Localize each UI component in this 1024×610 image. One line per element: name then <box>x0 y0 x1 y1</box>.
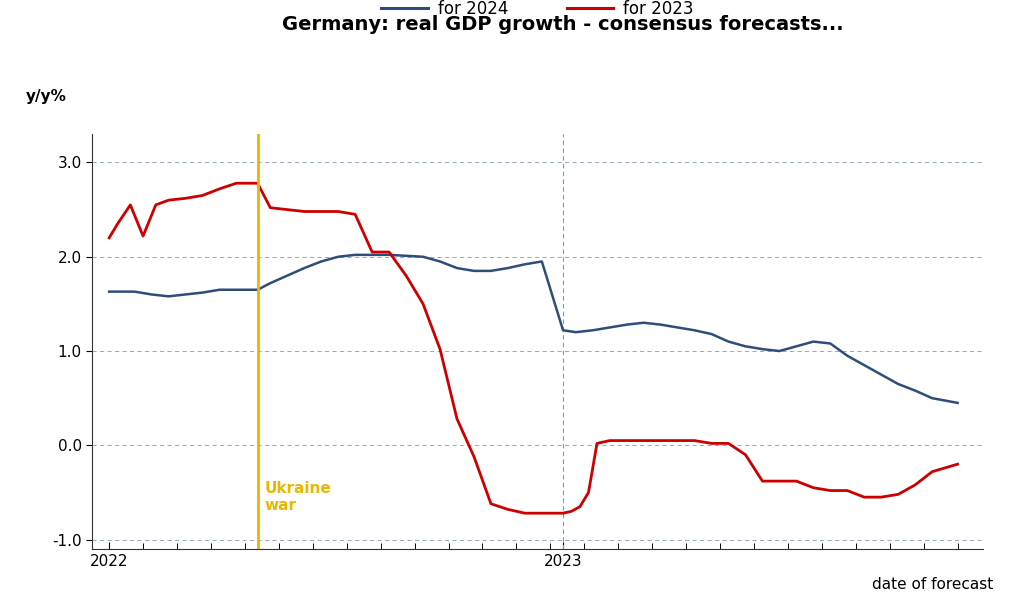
for 2023 <box>688 437 700 444</box>
for 2024 <box>951 399 964 406</box>
Legend: for 2024, for 2023: for 2024, for 2023 <box>375 0 700 24</box>
Text: y/y%: y/y% <box>26 88 67 104</box>
for 2023 <box>230 179 243 187</box>
for 2024 <box>282 272 294 279</box>
for 2023 <box>621 437 633 444</box>
for 2023 <box>252 179 264 187</box>
for 2024 <box>349 251 361 259</box>
for 2023 <box>434 345 446 353</box>
Line: for 2023: for 2023 <box>110 183 957 513</box>
for 2023 <box>951 461 964 468</box>
Text: date of forecast: date of forecast <box>872 576 993 592</box>
Text: Ukraine
war: Ukraine war <box>264 481 331 514</box>
Text: Germany: real GDP growth - consensus forecasts...: Germany: real GDP growth - consensus for… <box>283 15 844 34</box>
for 2024 <box>383 251 395 259</box>
for 2023 <box>519 509 531 517</box>
for 2024 <box>103 288 116 295</box>
for 2024 <box>722 338 734 345</box>
for 2023 <box>583 489 595 496</box>
for 2023 <box>603 437 615 444</box>
Line: for 2024: for 2024 <box>110 255 957 403</box>
for 2024 <box>366 251 378 259</box>
for 2024 <box>672 324 684 331</box>
for 2024 <box>926 395 938 402</box>
for 2023 <box>103 234 116 242</box>
